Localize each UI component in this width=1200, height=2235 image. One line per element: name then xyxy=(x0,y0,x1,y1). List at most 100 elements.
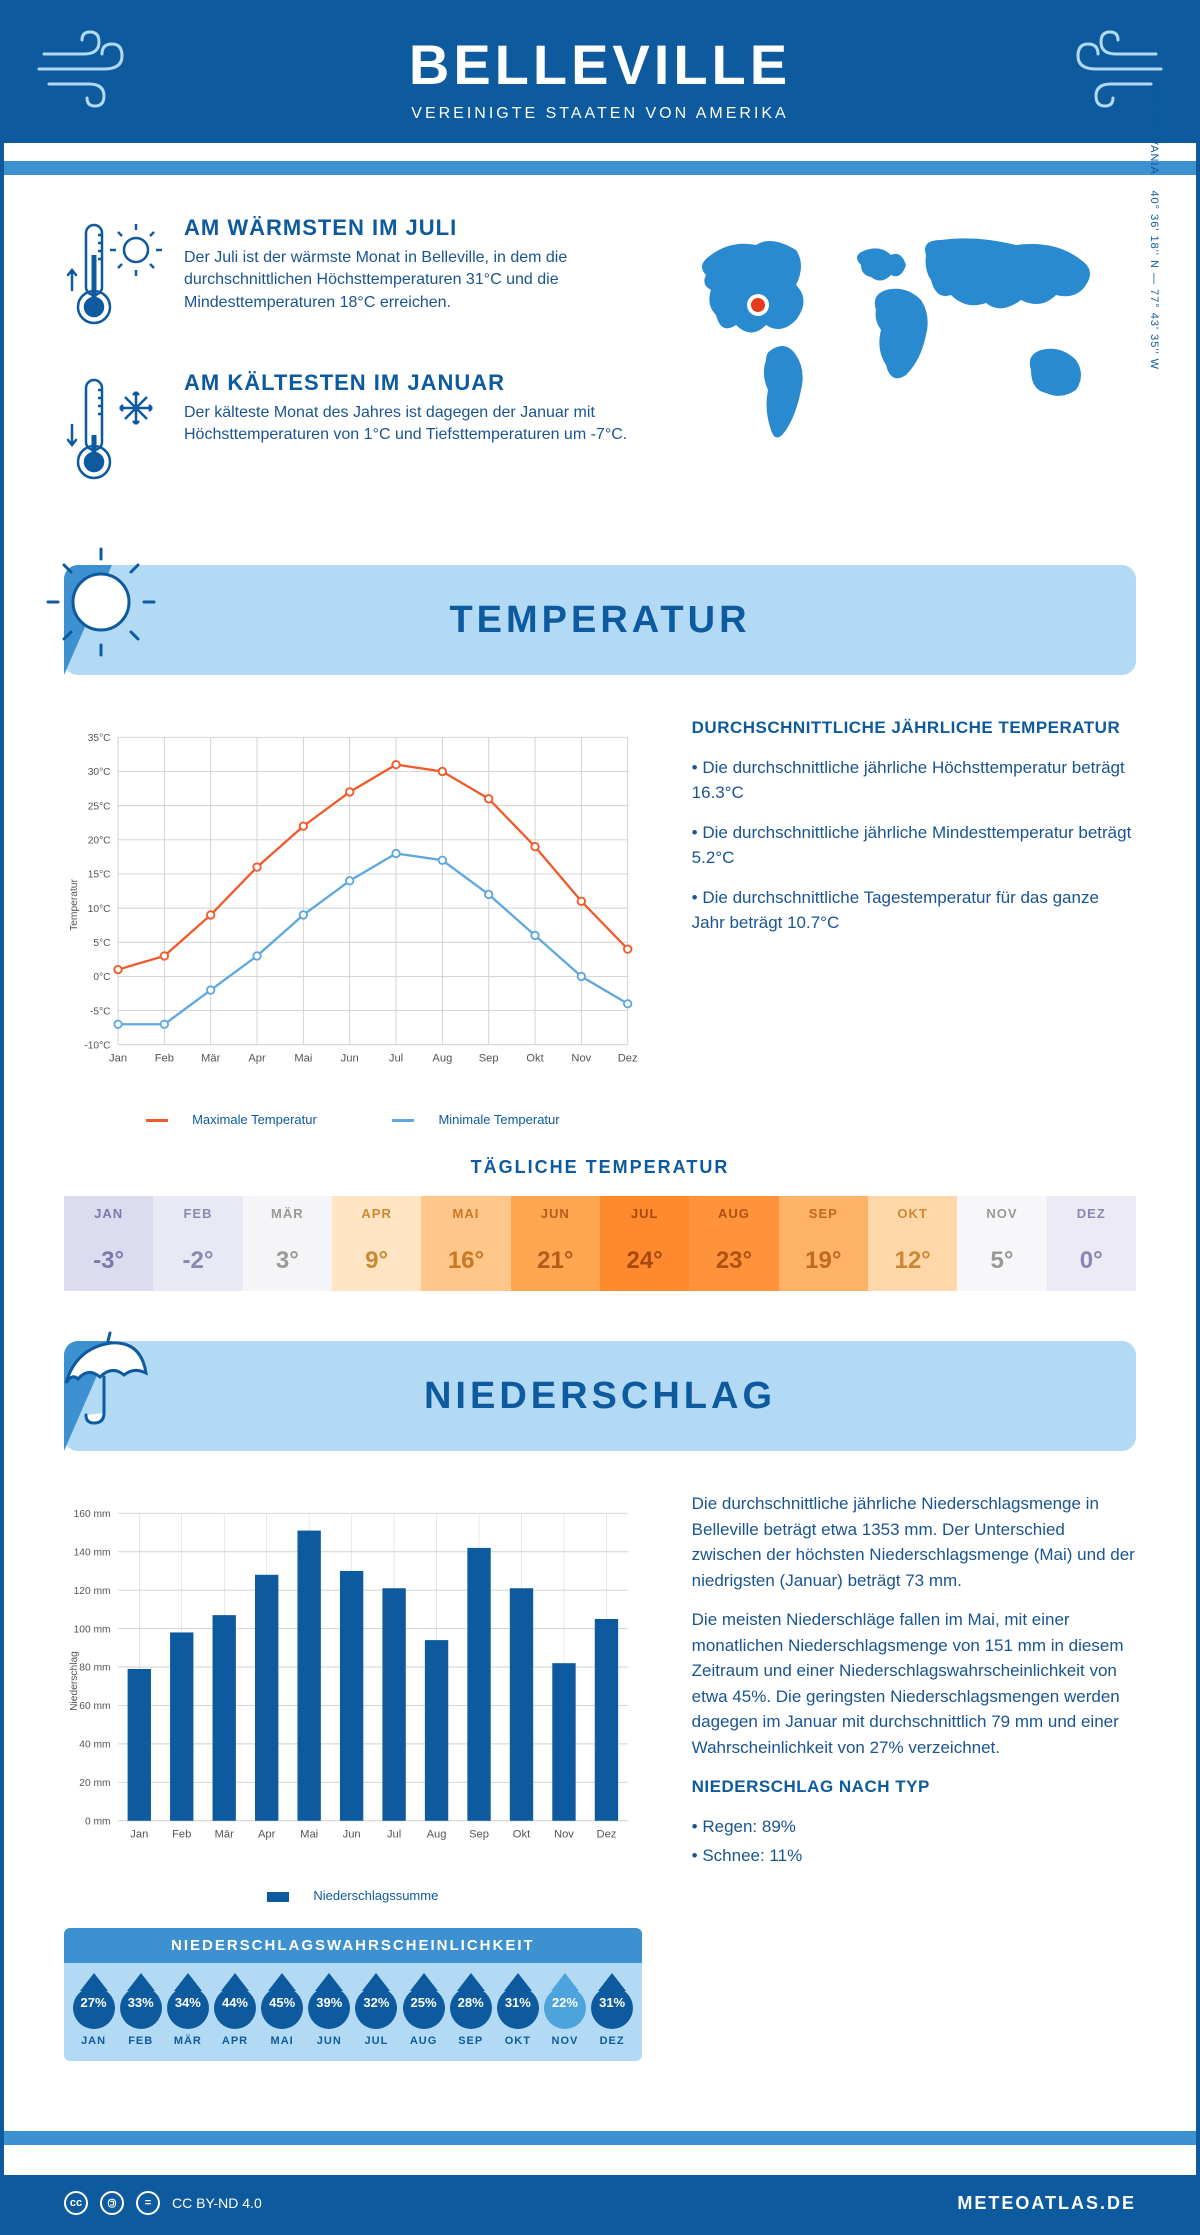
temp-cell: APR9° xyxy=(332,1196,421,1291)
svg-text:Dez: Dez xyxy=(597,1829,617,1841)
nd-icon: = xyxy=(136,2191,160,2215)
temp-bullet: • Die durchschnittliche jährliche Mindes… xyxy=(692,820,1136,871)
precipitation-bar-chart: 0 mm20 mm40 mm60 mm80 mm100 mm120 mm140 … xyxy=(64,1491,642,1871)
precipitation-heading: NIEDERSCHLAG xyxy=(424,1375,776,1418)
coldest-fact: AM KÄLTESTEN IM JANUAR Der kälteste Mona… xyxy=(64,370,636,495)
svg-text:Nov: Nov xyxy=(571,1053,591,1065)
temperature-text: DURCHSCHNITTLICHE JÄHRLICHE TEMPERATUR •… xyxy=(692,715,1136,1127)
temp-cell: JAN-3° xyxy=(64,1196,153,1291)
probability-cell: 39%JUN xyxy=(306,1977,353,2047)
precipitation-row: 0 mm20 mm40 mm60 mm80 mm100 mm120 mm140 … xyxy=(64,1491,1136,2061)
intro-section: AM WÄRMSTEN IM JULI Der Juli ist der wär… xyxy=(64,215,1136,525)
intro-facts: AM WÄRMSTEN IM JULI Der Juli ist der wär… xyxy=(64,215,636,525)
footer: cc 🄯 = CC BY-ND 4.0 METEOATLAS.DE xyxy=(4,2175,1196,2231)
page: BELLEVILLE VEREINIGTE STAATEN VON AMERIK… xyxy=(0,0,1200,2235)
svg-text:Mär: Mär xyxy=(215,1829,235,1841)
temp-cell: MAI16° xyxy=(421,1196,510,1291)
city-title: BELLEVILLE xyxy=(24,32,1176,97)
precip-p2: Die meisten Niederschläge fallen im Mai,… xyxy=(692,1607,1136,1760)
probability-cell: 44%APR xyxy=(211,1977,258,2047)
svg-text:Jan: Jan xyxy=(109,1053,127,1065)
coldest-title: AM KÄLTESTEN IM JANUAR xyxy=(184,370,636,396)
probability-cell: 32%JUL xyxy=(353,1977,400,2047)
precipitation-legend: Niederschlagssumme xyxy=(64,1888,642,1903)
world-map xyxy=(676,215,1116,475)
svg-text:0°C: 0°C xyxy=(93,972,110,983)
svg-text:Jun: Jun xyxy=(341,1053,359,1065)
coords-label: PENNSYLVANIA 40° 36' 18'' N — 77° 43' 35… xyxy=(1148,80,1160,370)
svg-text:20 mm: 20 mm xyxy=(79,1778,110,1789)
svg-text:40 mm: 40 mm xyxy=(79,1740,110,1751)
header-stripe xyxy=(4,161,1196,175)
svg-text:10°C: 10°C xyxy=(88,904,111,915)
svg-text:Sep: Sep xyxy=(469,1829,489,1841)
svg-text:Aug: Aug xyxy=(427,1829,447,1841)
umbrella-icon xyxy=(46,1323,156,1433)
svg-text:140 mm: 140 mm xyxy=(74,1547,111,1558)
svg-text:Okt: Okt xyxy=(513,1829,531,1841)
temp-cell: FEB-2° xyxy=(153,1196,242,1291)
thermometer-snow-icon xyxy=(64,370,164,495)
temperature-row: -10°C-5°C0°C5°C10°C15°C20°C25°C30°C35°CJ… xyxy=(64,715,1136,1127)
daily-temp-title: TÄGLICHE TEMPERATUR xyxy=(64,1157,1136,1178)
license-text: CC BY-ND 4.0 xyxy=(172,2195,262,2211)
svg-text:Okt: Okt xyxy=(526,1053,544,1065)
svg-text:Aug: Aug xyxy=(432,1053,452,1065)
svg-text:-5°C: -5°C xyxy=(90,1006,111,1017)
temp-cell: SEP19° xyxy=(779,1196,868,1291)
precip-type-snow: • Schnee: 11% xyxy=(692,1843,1136,1869)
svg-text:Jul: Jul xyxy=(387,1829,401,1841)
temp-cell: JUL24° xyxy=(600,1196,689,1291)
svg-text:Feb: Feb xyxy=(155,1053,174,1065)
svg-text:Mai: Mai xyxy=(294,1053,312,1065)
svg-text:Jul: Jul xyxy=(389,1053,403,1065)
cc-icon: cc xyxy=(64,2191,88,2215)
precipitation-text: Die durchschnittliche jährliche Niedersc… xyxy=(692,1491,1136,2061)
svg-text:Jun: Jun xyxy=(343,1829,361,1841)
precip-type-heading: NIEDERSCHLAG NACH TYP xyxy=(692,1774,1136,1800)
wind-icon xyxy=(34,24,154,114)
svg-text:0 mm: 0 mm xyxy=(85,1816,111,1827)
world-map-area: PENNSYLVANIA 40° 36' 18'' N — 77° 43' 35… xyxy=(676,215,1136,525)
sun-icon xyxy=(46,547,156,657)
temp-bullet: • Die durchschnittliche Tagestemperatur … xyxy=(692,885,1136,936)
svg-text:Sep: Sep xyxy=(479,1053,499,1065)
svg-text:Dez: Dez xyxy=(618,1053,638,1065)
probability-title: NIEDERSCHLAGSWAHRSCHEINLICHKEIT xyxy=(64,1928,642,1963)
temperature-line-chart: -10°C-5°C0°C5°C10°C15°C20°C25°C30°C35°CJ… xyxy=(64,715,642,1095)
probability-cell: 34%MÄR xyxy=(164,1977,211,2047)
temperature-legend: Maximale Temperatur Minimale Temperatur xyxy=(64,1112,642,1127)
svg-text:Mai: Mai xyxy=(300,1829,318,1841)
probability-cell: 31%DEZ xyxy=(589,1977,636,2047)
probability-cell: 28%SEP xyxy=(447,1977,494,2047)
temperature-heading: TEMPERATUR xyxy=(449,599,750,642)
svg-text:Jan: Jan xyxy=(130,1829,148,1841)
header: BELLEVILLE VEREINIGTE STAATEN VON AMERIK… xyxy=(4,4,1196,143)
precipitation-banner: NIEDERSCHLAG xyxy=(64,1341,1136,1451)
svg-text:Niederschlag: Niederschlag xyxy=(69,1651,80,1711)
svg-text:Nov: Nov xyxy=(554,1829,574,1841)
svg-text:25°C: 25°C xyxy=(88,801,111,812)
probability-box: NIEDERSCHLAGSWAHRSCHEINLICHKEIT 27%JAN33… xyxy=(64,1928,642,2061)
probability-cell: 33%FEB xyxy=(117,1977,164,2047)
probability-cell: 22%NOV xyxy=(541,1977,588,2047)
svg-text:-10°C: -10°C xyxy=(84,1040,110,1051)
svg-text:30°C: 30°C xyxy=(88,767,111,778)
temp-cell: MÄR3° xyxy=(243,1196,332,1291)
coldest-text: Der kälteste Monat des Jahres ist dagege… xyxy=(184,402,636,447)
content: AM WÄRMSTEN IM JULI Der Juli ist der wär… xyxy=(4,175,1196,2131)
probability-cell: 45%MAI xyxy=(259,1977,306,2047)
svg-text:Temperatur: Temperatur xyxy=(69,879,80,931)
warmest-title: AM WÄRMSTEN IM JULI xyxy=(184,215,636,241)
svg-text:35°C: 35°C xyxy=(88,733,111,744)
temp-bullet: • Die durchschnittliche jährliche Höchst… xyxy=(692,755,1136,806)
temp-cell: DEZ0° xyxy=(1047,1196,1136,1291)
daily-temp-table: JAN-3°FEB-2°MÄR3°APR9°MAI16°JUN21°JUL24°… xyxy=(64,1196,1136,1291)
probability-row: 27%JAN33%FEB34%MÄR44%APR45%MAI39%JUN32%J… xyxy=(64,1963,642,2061)
temperature-banner: TEMPERATUR xyxy=(64,565,1136,675)
svg-text:160 mm: 160 mm xyxy=(74,1509,111,1520)
footer-site: METEOATLAS.DE xyxy=(957,2193,1136,2214)
temperature-chart-area: -10°C-5°C0°C5°C10°C15°C20°C25°C30°C35°CJ… xyxy=(64,715,642,1127)
temp-cell: OKT12° xyxy=(868,1196,957,1291)
temp-cell: AUG23° xyxy=(689,1196,778,1291)
